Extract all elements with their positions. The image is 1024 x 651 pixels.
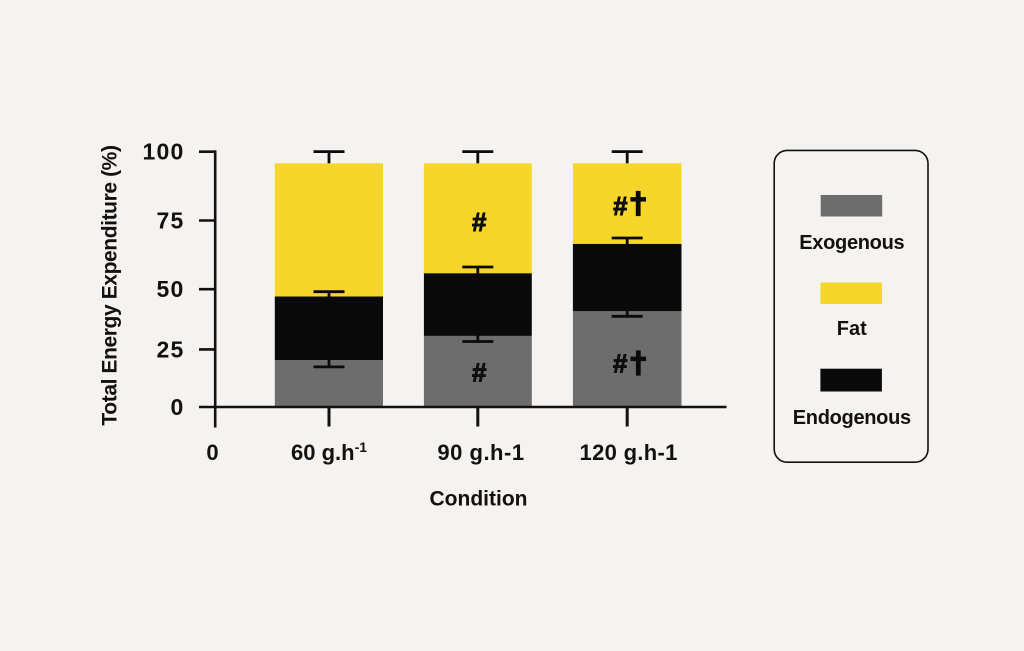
svg-text:0: 0 bbox=[171, 394, 185, 420]
svg-text:Condition: Condition bbox=[430, 488, 528, 511]
svg-text:50: 50 bbox=[157, 276, 185, 302]
svg-text:Fat: Fat bbox=[837, 318, 867, 340]
svg-text:100: 100 bbox=[143, 139, 185, 165]
svg-text:60 g.h-1: 60 g.h-1 bbox=[291, 439, 367, 465]
svg-text:#: # bbox=[613, 349, 628, 379]
svg-text:90 g.h-1: 90 g.h-1 bbox=[437, 440, 524, 465]
svg-text:0: 0 bbox=[206, 440, 218, 465]
svg-text:#: # bbox=[472, 207, 487, 237]
svg-text:120 g.h-1: 120 g.h-1 bbox=[580, 440, 678, 465]
svg-text:Exogenous: Exogenous bbox=[799, 232, 904, 254]
svg-text:25: 25 bbox=[157, 336, 185, 362]
svg-text:#: # bbox=[472, 358, 487, 388]
svg-text:75: 75 bbox=[157, 208, 185, 234]
svg-text:#: # bbox=[613, 191, 628, 221]
svg-text:Total Energy Expenditure (%): Total Energy Expenditure (%) bbox=[99, 145, 122, 425]
svg-text:Endogenous: Endogenous bbox=[793, 407, 911, 429]
